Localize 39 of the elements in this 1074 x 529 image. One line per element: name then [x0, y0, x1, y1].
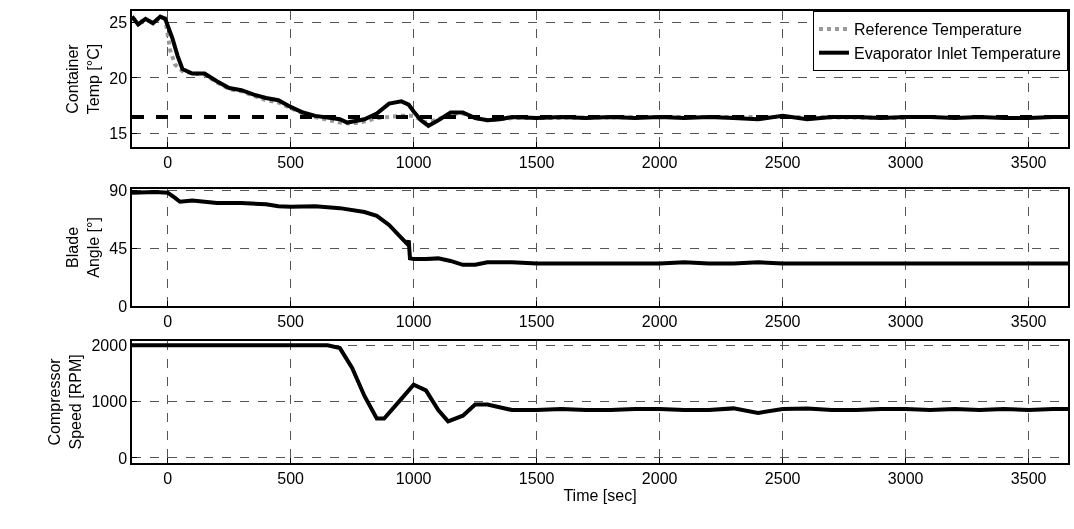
y-axis-title: Compressor Speed [RPM] — [46, 354, 84, 450]
x-tick-label: 500 — [277, 312, 305, 330]
x-tick-label: 3000 — [887, 469, 924, 487]
y-axis-title: Blade Angle [°] — [63, 217, 102, 278]
x-tick-label: 1500 — [518, 312, 555, 330]
x-tick-label: 2500 — [764, 154, 801, 172]
x-tick-label: 2000 — [641, 469, 678, 487]
x-tick-label: 3500 — [1010, 312, 1047, 330]
x-tick-label: 2000 — [641, 154, 678, 172]
y-tick-label: 15 — [109, 125, 128, 143]
x-tick-label: 0 — [163, 469, 173, 487]
x-tick-label: 3500 — [1010, 469, 1047, 487]
x-tick-label: 2500 — [764, 312, 801, 330]
y-tick-label: 2000 — [91, 336, 128, 354]
x-tick-label: 1000 — [395, 312, 432, 330]
legend-label: Reference Temperature — [854, 21, 1022, 39]
x-tick-label: 1000 — [395, 154, 432, 172]
x-tick-label: 3000 — [887, 154, 924, 172]
y-tick-label: 1000 — [91, 393, 128, 411]
y-tick-label: 0 — [118, 449, 128, 467]
y-tick-label: 20 — [109, 69, 128, 87]
x-tick-label: 0 — [163, 312, 173, 330]
y-tick-label: 45 — [109, 239, 128, 257]
y-tick-label: 0 — [118, 297, 128, 315]
x-tick-label: 1000 — [395, 469, 432, 487]
x-tick-label: 500 — [277, 154, 305, 172]
y-axis-title: Container Temp [°C] — [63, 43, 102, 115]
x-tick-label: 1500 — [518, 154, 555, 172]
y-tick-label: 25 — [109, 13, 128, 31]
x-tick-label: 3000 — [887, 312, 924, 330]
x-tick-label: 500 — [277, 469, 305, 487]
x-tick-label: 3500 — [1010, 154, 1047, 172]
x-tick-label: 0 — [163, 154, 173, 172]
x-tick-label: 2500 — [764, 469, 801, 487]
legend-label: Evaporator Inlet Temperature — [854, 44, 1062, 62]
x-axis-title: Time [sec] — [563, 487, 637, 505]
x-tick-label: 1500 — [518, 469, 555, 487]
x-tick-label: 2000 — [641, 312, 678, 330]
y-tick-label: 90 — [109, 181, 128, 199]
